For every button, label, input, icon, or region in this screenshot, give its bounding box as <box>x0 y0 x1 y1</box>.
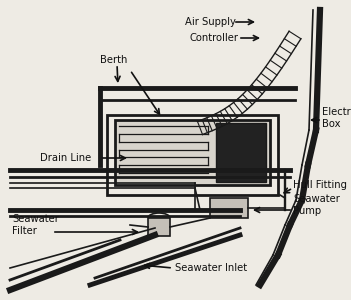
Text: Seawater Inlet: Seawater Inlet <box>175 263 247 273</box>
Bar <box>107 115 278 195</box>
Text: Air Supply: Air Supply <box>185 17 236 27</box>
Text: Drain Line: Drain Line <box>40 153 91 163</box>
Text: Seawater
Filter: Seawater Filter <box>12 214 59 236</box>
Text: Seawater
Pump: Seawater Pump <box>293 194 340 216</box>
Bar <box>210 198 248 218</box>
Text: Electrical
Box: Electrical Box <box>322 107 351 129</box>
Bar <box>216 123 266 182</box>
Text: Berth: Berth <box>100 55 127 65</box>
Bar <box>115 120 270 185</box>
Text: Hull Fitting: Hull Fitting <box>293 180 347 190</box>
Bar <box>148 218 170 236</box>
Text: Controller: Controller <box>190 33 239 43</box>
